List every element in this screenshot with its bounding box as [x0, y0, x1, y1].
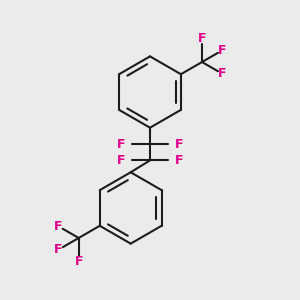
Text: F: F	[218, 44, 227, 57]
Text: F: F	[116, 138, 125, 151]
Text: F: F	[218, 68, 227, 80]
Text: F: F	[175, 138, 184, 151]
Text: F: F	[74, 255, 83, 268]
Text: F: F	[198, 32, 206, 45]
Text: F: F	[175, 154, 184, 167]
Text: F: F	[54, 220, 62, 232]
Text: F: F	[116, 154, 125, 167]
Text: F: F	[54, 243, 62, 256]
